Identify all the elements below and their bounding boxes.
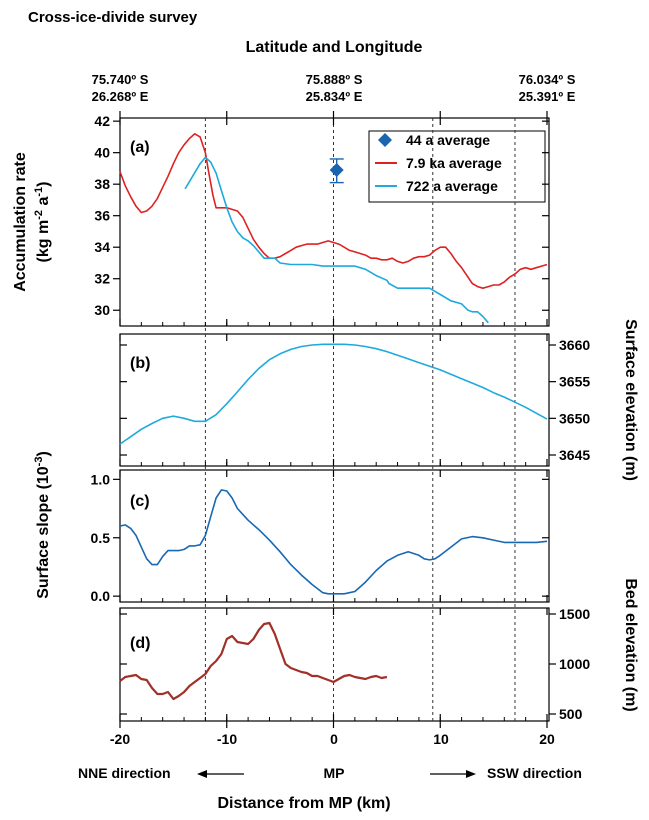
legend-label-44a: 44 a average [406,132,490,148]
series-722a-average [184,156,489,324]
legend-diamond-marker [378,133,392,147]
direction-right-label: SSW direction [487,765,582,781]
y-tick-label-panel-3: 1000 [559,656,590,672]
surface-elevation-line [119,343,548,445]
panel-d-frame [119,607,550,722]
series-layer [119,133,548,701]
reference-lines-layer [204,118,516,721]
y-tick-label-panel-2: 0.0 [91,588,111,604]
x-axis-title: Distance from MP (km) [217,795,390,812]
panel-c-frame [119,469,550,603]
panel-d-label: (d) [130,635,150,652]
legend-label-7-9ka: 7.9 ka average [406,155,502,171]
arrow-left-icon-head [197,770,207,778]
y-tick-label-panel-0: 30 [94,302,110,318]
legend-box [368,130,546,203]
y-tick-label-panel-2: 0.5 [91,530,111,546]
panel-a-label: (a) [130,139,150,156]
bed-elevation-line [119,621,388,701]
y-tick-label-panel-0: 36 [94,208,110,224]
x-tick-label-0: 0 [330,731,338,747]
x-tick-label-neg20: -20 [110,731,130,747]
y-tick-label-panel-0: 34 [94,239,110,255]
y-tick-label-panel-1: 3650 [559,410,590,426]
legend: 44 a average 7.9 ka average 722 a averag… [368,130,546,203]
x-tick-label-20: 20 [539,731,555,747]
point-44a-average [329,163,344,177]
y-tick-label-panel-0: 32 [94,271,110,287]
y-tick-label-panel-3: 500 [559,706,583,722]
y-tick-label-panel-0: 42 [94,113,110,129]
ylabel-d: Bed elevation (m) [622,578,639,711]
ylabel-b: Surface elevation (m) [622,319,639,481]
panel-b-frame [119,333,550,467]
x-tick-label-neg10: -10 [217,731,237,747]
x-tick-label-10: 10 [433,731,449,747]
y-tick-label-panel-3: 1500 [559,606,590,622]
top-tick-lat-left: 75.740º S [92,72,149,87]
top-tick-lat-right: 76.034º S [519,72,576,87]
series-7-9ka-average [119,133,548,289]
direction-center-label: MP [324,765,345,781]
top-axis-title: Latitude and Longitude [246,39,423,56]
y-tick-label-panel-0: 38 [94,176,110,192]
y-tick-label-panel-1: 3660 [559,337,590,353]
y-tick-label-panel-2: 1.0 [91,471,111,487]
top-tick-lon-center: 25.834º E [306,89,363,104]
ylabel-a-line1: Accumulation rate [12,152,29,292]
ylabel-c: Surface slope (10-3) [33,451,52,599]
direction-left-label: NNE direction [78,765,171,781]
panel-c-label: (c) [130,493,150,510]
top-tick-lat-center: 75.888º S [306,72,363,87]
panel-b-label: (b) [130,355,150,372]
ticks-layer: 30 32 34 36 38 40 42 3645 3650 3655 3660 0.0 0.5 1.0 5… [91,111,590,728]
legend-label-722a: 722 a average [406,178,498,194]
surface-slope-line [119,489,548,595]
top-tick-lon-right: 25.391º E [519,89,576,104]
panel-a-frame [119,117,550,327]
y-tick-label-panel-1: 3655 [559,374,590,390]
ylabel-a-line2: (kg m-2 a-1) [33,182,52,263]
y-tick-label-panel-1: 3645 [559,447,590,463]
figure-title: Cross-ice-divide survey [28,9,198,26]
arrow-right-icon-head [466,770,476,778]
top-tick-lon-left: 26.268º E [92,89,149,104]
y-tick-label-panel-0: 40 [94,145,110,161]
